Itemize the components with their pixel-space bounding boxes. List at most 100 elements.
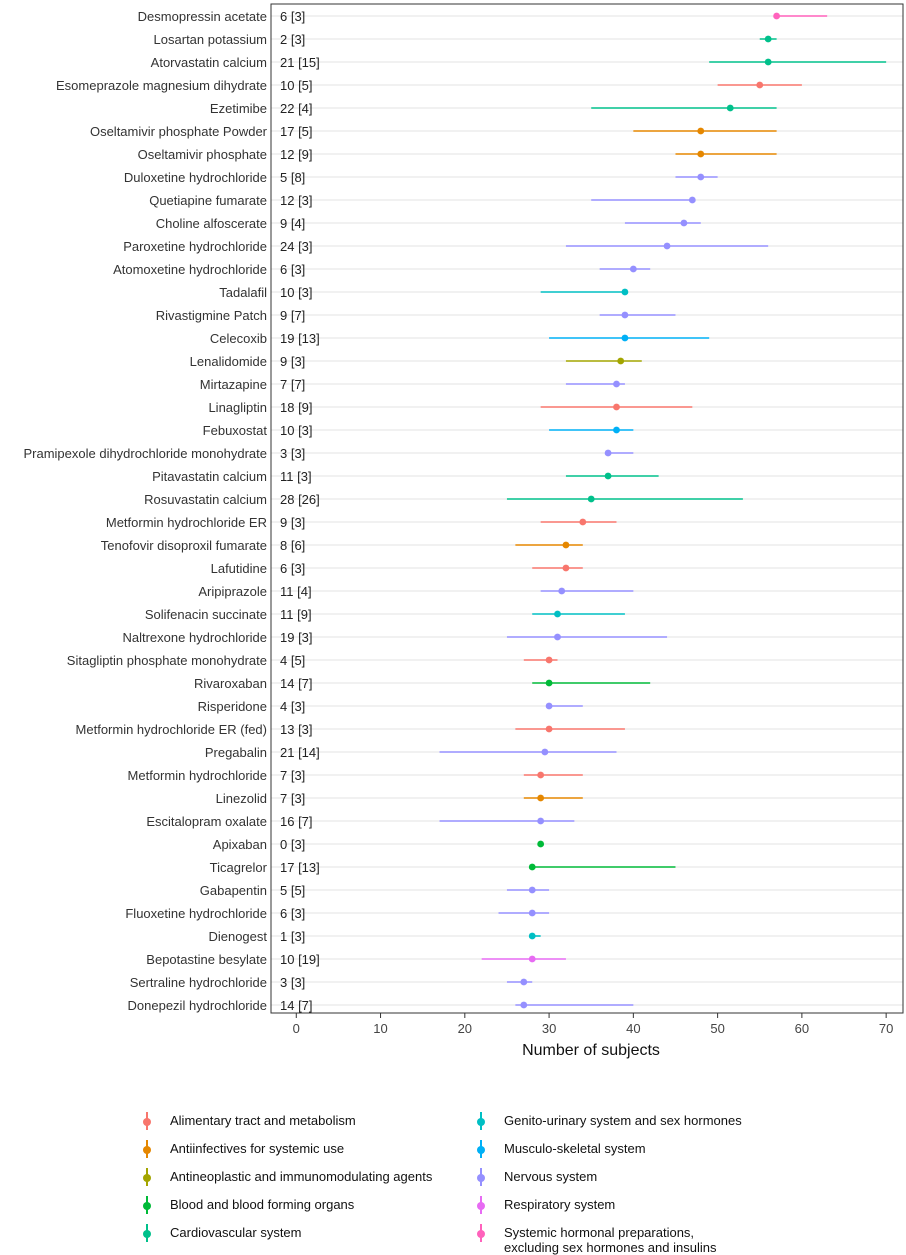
drug-label: Linezolid: [216, 791, 267, 806]
legend-label: Antineoplastic and immunomodulating agen…: [170, 1169, 433, 1184]
count-label: 22 [4]: [280, 101, 313, 116]
legend-key: [472, 1108, 490, 1134]
drug-label: Quetiapine fumarate: [149, 193, 267, 208]
data-point: [528, 863, 536, 871]
data-point: [726, 104, 734, 112]
count-label: 10 [5]: [280, 78, 313, 93]
count-label: 10 [3]: [280, 285, 313, 300]
data-point: [528, 955, 536, 963]
count-label: 5 [5]: [280, 883, 305, 898]
count-label: 6 [3]: [280, 9, 305, 24]
drug-label: Pregabalin: [205, 745, 267, 760]
drug-label: Celecoxib: [210, 331, 267, 346]
x-tick-label: 50: [710, 1021, 724, 1036]
legend-key-dot: [143, 1118, 151, 1126]
legend-item: Systemic hormonal preparations, excludin…: [472, 1220, 716, 1255]
legend-item: Antineoplastic and immunomodulating agen…: [138, 1164, 432, 1190]
data-point: [562, 564, 570, 572]
legend-key: [472, 1220, 490, 1246]
legend-key-dot: [477, 1146, 485, 1154]
count-label: 10 [3]: [280, 423, 313, 438]
legend-key: [138, 1164, 156, 1190]
x-tick-label: 20: [458, 1021, 472, 1036]
legend-label: Genito-urinary system and sex hormones: [504, 1113, 742, 1128]
count-label: 18 [9]: [280, 400, 313, 415]
x-tick-label: 0: [293, 1021, 300, 1036]
legend-key: [472, 1164, 490, 1190]
count-label: 1 [3]: [280, 929, 305, 944]
count-label: 12 [9]: [280, 147, 313, 162]
legend-key: [138, 1192, 156, 1218]
drug-label: Rivastigmine Patch: [156, 308, 267, 323]
legend-key: [138, 1220, 156, 1246]
drug-label: Metformin hydrochloride ER: [106, 515, 267, 530]
data-point: [587, 495, 595, 503]
legend-label: Antiinfectives for systemic use: [170, 1141, 345, 1156]
data-point: [773, 12, 780, 20]
legend-label: Blood and blood forming organs: [170, 1197, 355, 1212]
data-point: [663, 242, 671, 250]
legend-item: Musculo-skeletal system: [472, 1136, 646, 1162]
legend-key-dot: [143, 1202, 151, 1210]
drug-label: Febuxostat: [203, 423, 268, 438]
data-point: [562, 541, 570, 549]
drug-label: Mirtazapine: [200, 377, 267, 392]
drug-label: Aripiprazole: [198, 584, 267, 599]
drug-label: Dienogest: [208, 929, 267, 944]
x-tick-label: 40: [626, 1021, 640, 1036]
count-label: 11 [9]: [280, 607, 312, 622]
legend-key-dot: [477, 1174, 485, 1182]
drug-label: Paroxetine hydrochloride: [123, 239, 267, 254]
count-label: 6 [3]: [280, 262, 305, 277]
drug-label: Escitalopram oxalate: [146, 814, 267, 829]
legend-label: Cardiovascular system: [170, 1225, 302, 1240]
legend-item: Cardiovascular system: [138, 1220, 302, 1246]
legend-key-dot: [477, 1230, 485, 1238]
count-label: 6 [3]: [280, 906, 305, 921]
drug-label: Ezetimibe: [210, 101, 267, 116]
data-point: [764, 35, 772, 43]
data-point: [604, 449, 612, 457]
drug-label: Bepotastine besylate: [146, 952, 267, 967]
count-label: 9 [3]: [280, 515, 305, 530]
count-label: 11 [4]: [280, 584, 312, 599]
count-label: 17 [13]: [280, 860, 320, 875]
drug-label: Atorvastatin calcium: [151, 55, 267, 70]
count-label: 12 [3]: [280, 193, 313, 208]
data-point: [621, 334, 629, 342]
count-label: 7 [3]: [280, 768, 305, 783]
x-tick-label: 70: [879, 1021, 893, 1036]
data-point: [554, 610, 561, 618]
x-axis-title: Number of subjects: [522, 1042, 660, 1059]
legend-key: [472, 1192, 490, 1218]
data-point: [545, 679, 553, 687]
x-tick-label: 60: [795, 1021, 809, 1036]
data-point: [528, 932, 536, 940]
drug-label: Choline alfoscerate: [156, 216, 267, 231]
drug-label: Duloxetine hydrochloride: [124, 170, 267, 185]
count-label: 4 [5]: [280, 653, 305, 668]
count-label: 5 [8]: [280, 170, 305, 185]
legend-label: Nervous system: [504, 1169, 598, 1184]
x-tick-label: 30: [542, 1021, 556, 1036]
drug-label: Losartan potassium: [154, 32, 267, 47]
legend-label: Respiratory system: [504, 1197, 616, 1212]
data-point: [528, 909, 536, 917]
data-point: [617, 357, 625, 365]
drug-label: Atomoxetine hydrochloride: [113, 262, 267, 277]
legend: Alimentary tract and metabolism Antiinfec…: [138, 1108, 838, 1255]
count-label: 9 [7]: [280, 308, 305, 323]
count-label: 9 [3]: [280, 354, 305, 369]
drug-label: Tenofovir disoproxil fumarate: [101, 538, 267, 553]
data-point: [545, 656, 553, 664]
legend-key-dot: [477, 1118, 485, 1126]
data-point: [528, 886, 536, 894]
count-label: 17 [5]: [280, 124, 313, 139]
legend-label: Alimentary tract and metabolism: [170, 1113, 356, 1128]
drug-label: Apixaban: [213, 837, 267, 852]
data-point: [545, 725, 553, 733]
data-point: [537, 794, 545, 802]
drug-label: Gabapentin: [200, 883, 267, 898]
forest-plot: 0 10 20 30 40 50 60 70 Desmopressin acetate 6 [3]…: [23, 3, 904, 1059]
count-label: 11 [3]: [280, 469, 312, 484]
